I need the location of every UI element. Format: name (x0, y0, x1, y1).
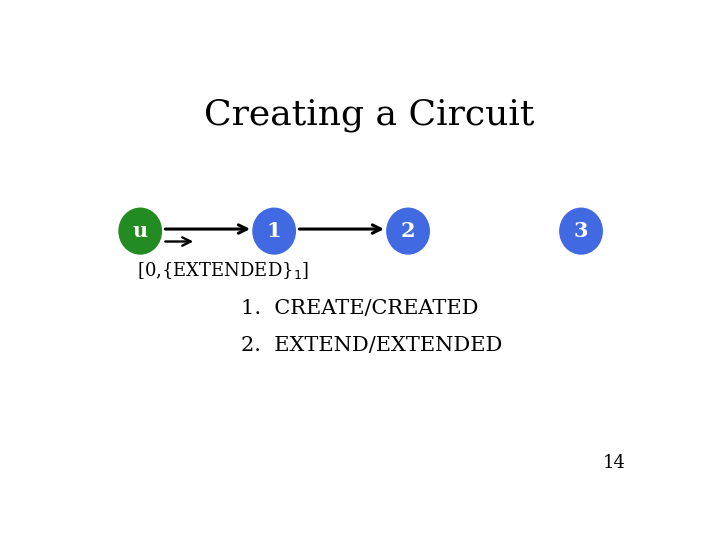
Text: 14: 14 (603, 454, 626, 472)
Text: 2.  EXTEND/EXTENDED: 2. EXTEND/EXTENDED (240, 336, 502, 355)
Text: 1.  CREATE/CREATED: 1. CREATE/CREATED (240, 299, 478, 318)
Text: 1: 1 (267, 221, 282, 241)
Text: u: u (132, 221, 148, 241)
Text: [0,{EXTENDED}$_1$]: [0,{EXTENDED}$_1$] (138, 260, 310, 281)
Ellipse shape (387, 208, 429, 254)
Text: 3: 3 (574, 221, 588, 241)
Text: 2: 2 (401, 221, 415, 241)
Ellipse shape (253, 208, 295, 254)
Text: Creating a Circuit: Creating a Circuit (204, 98, 534, 132)
Ellipse shape (560, 208, 602, 254)
Ellipse shape (119, 208, 161, 254)
